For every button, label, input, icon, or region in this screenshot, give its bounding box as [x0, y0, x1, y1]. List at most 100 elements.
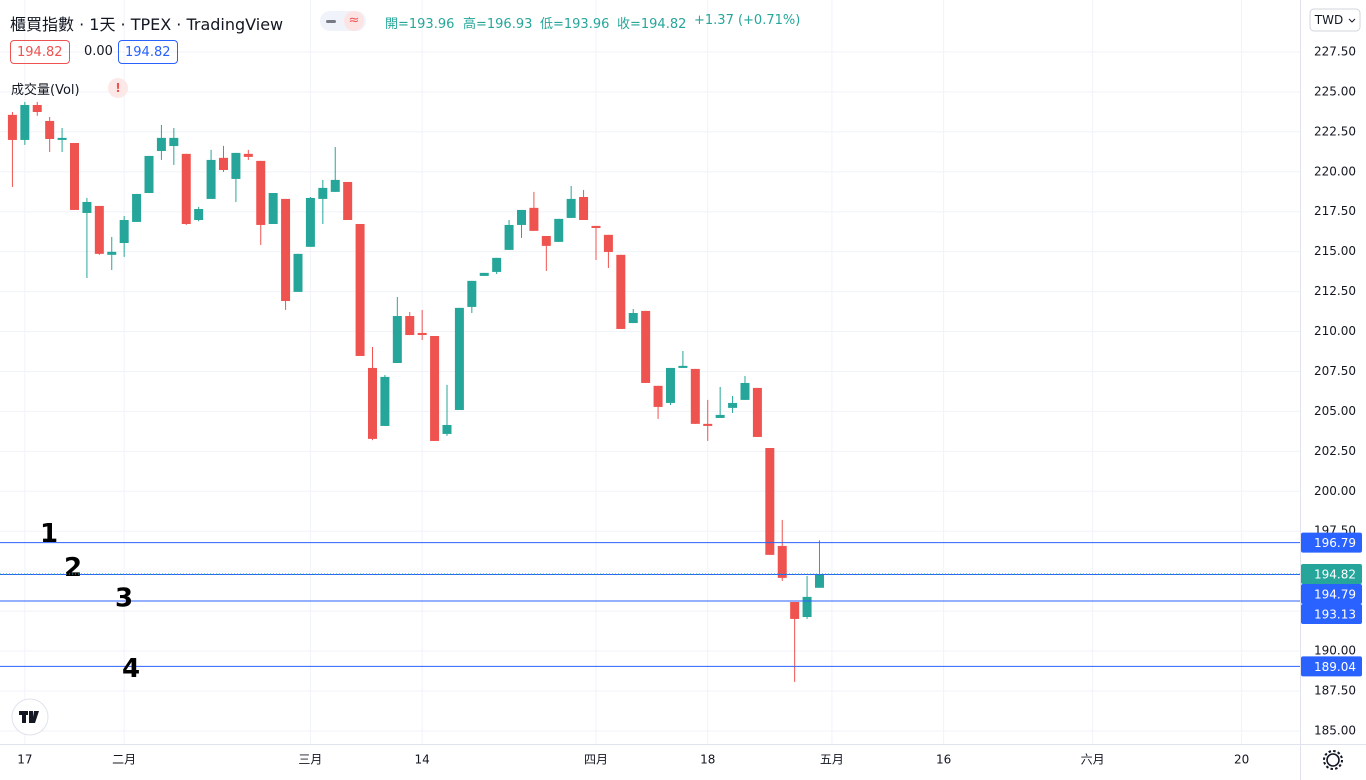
candle-body: [405, 316, 415, 336]
x-tick-label: 四月: [584, 753, 608, 767]
candle-body: [32, 104, 42, 112]
x-tick-label: 三月: [298, 753, 322, 767]
candle-body: [616, 254, 626, 329]
y-tick-label: 205.00: [1314, 404, 1356, 418]
candle-body: [181, 153, 191, 224]
candle-body: [82, 201, 92, 213]
price-tag: [1301, 604, 1362, 625]
buy-badge[interactable]: 194.82: [118, 40, 178, 64]
candle-body: [268, 193, 278, 224]
y-tick-label: 200.00: [1314, 484, 1356, 498]
candle-body: [728, 402, 738, 408]
ohlc-low: 低=193.96: [540, 17, 610, 32]
toggle-wave: ≈: [344, 11, 364, 31]
candle-body: [790, 602, 800, 619]
sell-badge[interactable]: 194.82: [10, 40, 70, 64]
overlay: 12 3 4 196.79 194.82 194.79 193.13 189.04: [0, 519, 1362, 684]
currency-label: TWD: [1314, 13, 1343, 27]
candle-body: [603, 234, 613, 252]
price-tag-label: 193.13: [1314, 608, 1356, 622]
candle-body: [169, 137, 179, 147]
currency-box[interactable]: [1309, 8, 1361, 32]
x-tick-label: 五月: [820, 753, 844, 767]
toggle-pill[interactable]: ≈: [320, 11, 366, 31]
candle-body: [206, 159, 216, 199]
candle-body: [119, 220, 129, 244]
price-tag: [1301, 532, 1362, 553]
price-tag-label: 196.79: [1314, 536, 1356, 550]
candle-body: [318, 187, 328, 199]
currency-button[interactable]: TWD: [1309, 8, 1361, 32]
candle-body: [330, 179, 340, 192]
chart-title: 櫃買指數 · 1天 · TPEX · TradingView: [10, 15, 284, 34]
y-tick-label: 210.00: [1314, 324, 1356, 338]
candle-body: [467, 280, 477, 307]
y-tick-label: 202.50: [1314, 444, 1356, 458]
y-tick-label: 215.00: [1314, 244, 1356, 258]
candle-body: [653, 385, 663, 407]
candle-body: [107, 251, 117, 255]
candle-body: [703, 423, 713, 426]
candle-body: [57, 137, 67, 140]
settings-button[interactable]: [1323, 750, 1343, 770]
candle-body: [343, 181, 353, 221]
candle-body: [740, 382, 750, 400]
candle-body: [355, 223, 365, 356]
logo-mark: [19, 711, 39, 723]
candle-body: [479, 272, 489, 276]
candle-body: [380, 376, 390, 426]
currency-caret: [1348, 18, 1356, 23]
price-tag: [1301, 564, 1362, 585]
y-tick-label: 190.00: [1314, 644, 1356, 658]
tv-logo[interactable]: [11, 698, 49, 736]
x-tick-label: 17: [17, 753, 32, 767]
x-tick-label: 六月: [1081, 753, 1105, 767]
candle-body: [367, 367, 377, 439]
gear-teeth: [1323, 750, 1343, 770]
candle-body: [541, 235, 551, 246]
y-tick-label: 185.00: [1314, 723, 1356, 737]
y-tick-label: 222.50: [1314, 124, 1356, 138]
candle-body: [641, 310, 651, 383]
candle-body: [492, 257, 502, 272]
spread-badge: 0.00: [84, 44, 113, 59]
ohlc-change: +1.37 (+0.71%): [694, 13, 801, 28]
x-tick-label: 18: [700, 753, 715, 767]
candle-body: [765, 447, 775, 555]
candle-body: [529, 207, 539, 231]
candle-body: [20, 104, 30, 140]
y-tick-label: 187.50: [1314, 683, 1356, 697]
candle-body: [516, 209, 526, 225]
price-tag-label: 194.79: [1314, 588, 1356, 602]
candle-body: [591, 225, 601, 228]
candle-body: [69, 142, 79, 210]
y-tick-label: 212.50: [1314, 284, 1356, 298]
candle-body: [442, 424, 452, 434]
y-tick-label: 207.50: [1314, 364, 1356, 378]
candle-body: [715, 414, 725, 418]
gear-ring: [1326, 753, 1340, 767]
plot: [7, 101, 824, 682]
candle-body: [628, 312, 638, 324]
candle-body: [566, 198, 576, 218]
ohlc-high: 高=196.93: [463, 17, 533, 32]
candle-body: [281, 198, 291, 302]
y-tick-label: 220.00: [1314, 164, 1356, 178]
candle-body: [293, 253, 303, 292]
candle-body: [777, 545, 787, 578]
candle-body: [454, 307, 464, 410]
candle-body: [256, 160, 266, 225]
candle-body: [678, 365, 688, 368]
candle-body: [45, 120, 55, 139]
indicator-label[interactable]: 成交量(Vol): [11, 83, 80, 98]
candle-body: [231, 152, 241, 179]
x-tick-label: 二月: [112, 753, 136, 767]
candle-body: [690, 368, 700, 424]
line-number: 1: [40, 519, 58, 549]
indicator-warning[interactable]: !: [108, 78, 128, 98]
candle-body: [243, 153, 253, 157]
line-number: 3: [115, 584, 133, 614]
y-tick-label: 225.00: [1314, 84, 1356, 98]
y-tick-label: 227.50: [1314, 44, 1356, 58]
